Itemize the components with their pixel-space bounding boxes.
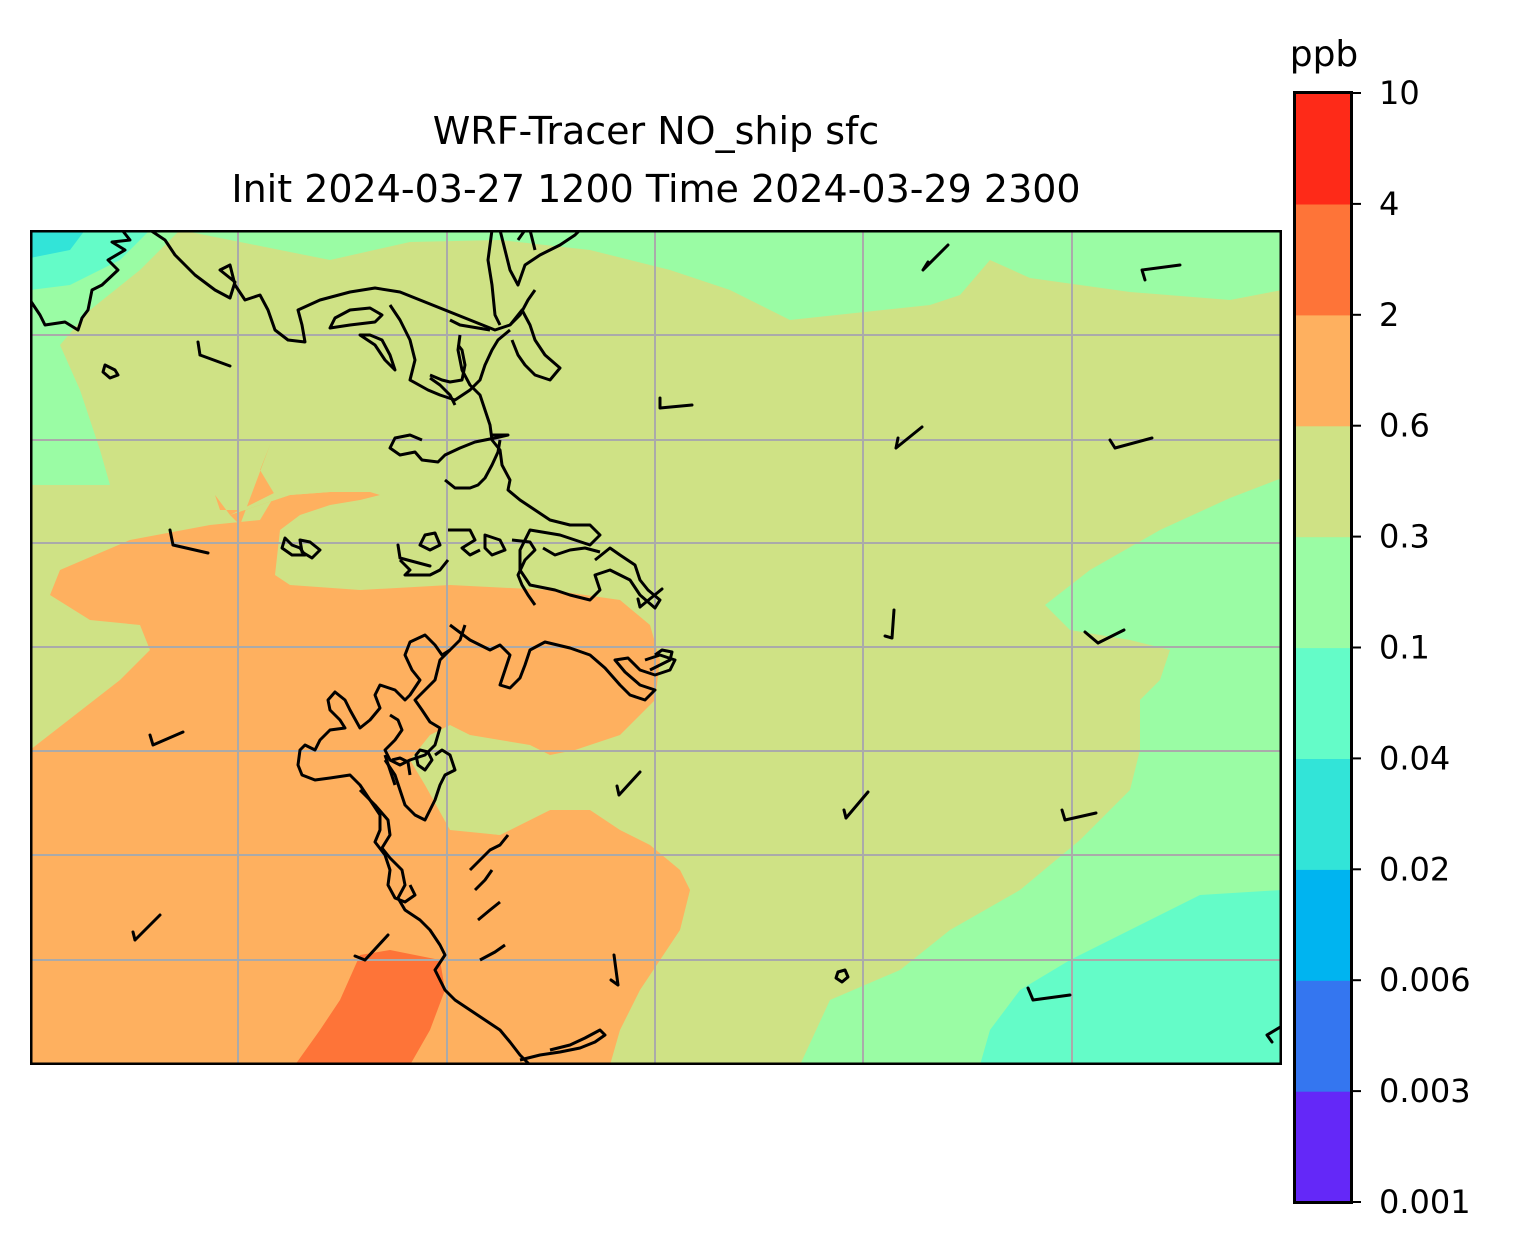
coastline-bay-4 — [542, 546, 601, 557]
coastline-island-small — [101, 363, 120, 380]
coastline-island-3 — [298, 538, 322, 560]
wind-barb — [615, 770, 642, 797]
coastline-islet-1 — [383, 754, 412, 786]
wind-barb — [609, 953, 620, 987]
wind-barb — [1060, 808, 1098, 822]
colorbar-tick-label: 0.001 — [1379, 1183, 1471, 1221]
wind-barb — [1140, 263, 1182, 282]
fill-level-0-1-0-3-north — [30, 230, 1282, 320]
colorbar-tick-label: 0.6 — [1379, 407, 1430, 445]
wind-barbs — [131, 243, 1282, 1044]
colorbar-block — [1295, 869, 1351, 981]
coastline-bay-1 — [418, 528, 481, 557]
colorbar: ppb 0.001 0.003 0.006 0.02 0.04 0.1 0.3 0.6 2 4 10 — [1290, 34, 1471, 1221]
colorbar-tick-label: 0.1 — [1379, 629, 1430, 667]
wind-barb — [196, 340, 232, 368]
coastline-south-channel — [296, 624, 467, 904]
coastline-northwest — [30, 230, 132, 332]
colorbar-block — [1295, 647, 1351, 759]
coastline-islet-2 — [414, 748, 434, 772]
map-frame — [30, 230, 1282, 1065]
coastline-inlet-2 — [444, 439, 502, 490]
colorbar-block — [1295, 93, 1351, 205]
wind-barb — [921, 243, 950, 272]
wind-barb — [353, 933, 390, 962]
coastline-estuary — [388, 304, 511, 402]
wind-barb — [894, 425, 924, 450]
fill-level-2-4-patch — [295, 950, 445, 1065]
colorbar-tick-label: 0.3 — [1379, 518, 1430, 556]
coastline-inner-1 — [328, 306, 384, 330]
colorbar-block — [1295, 314, 1351, 427]
colorbar-tick-label: 4 — [1379, 185, 1399, 223]
coastline-islet-3 — [834, 968, 850, 984]
map-title: WRF-Tracer NO_ship sfc — [432, 109, 880, 153]
coastline-river-mouth — [519, 1028, 607, 1062]
colorbar-tick-label: 0.003 — [1379, 1072, 1471, 1110]
fill-level-0-3-0-6-patch — [230, 485, 380, 515]
colorbar-ticks: 0.001 0.003 0.006 0.02 0.04 0.1 0.3 0.6 2 4 10 — [1351, 74, 1471, 1221]
colorbar-block — [1295, 536, 1351, 649]
coastline-south-east — [468, 834, 510, 962]
coastlines — [30, 230, 850, 1065]
wind-barb — [396, 543, 432, 568]
coastline-main-east — [508, 308, 562, 382]
colorbar-tick-label: 2 — [1379, 296, 1399, 334]
wind-barb — [148, 730, 185, 747]
coastline-south-inlet — [383, 648, 452, 767]
fill-level-0-04-0-1-southeast — [980, 890, 1282, 1065]
wind-barb — [131, 913, 162, 942]
coastline-river-north — [486, 230, 582, 326]
coastline-bay-3 — [511, 538, 537, 606]
coastline-inner-2 — [358, 333, 397, 372]
fill-level-lt-0-04-corner — [30, 230, 85, 258]
coastline-inlet-1 — [388, 433, 510, 464]
colorbar-block — [1295, 980, 1351, 1092]
wind-barb — [1108, 436, 1154, 450]
colorbar-tick-label: 0.006 — [1379, 961, 1471, 999]
wind-barb — [658, 396, 694, 410]
colorbar-block — [1295, 758, 1351, 870]
colorbar-tick-label: 0.02 — [1379, 850, 1450, 888]
wind-barb — [842, 790, 870, 820]
wind-barb — [1026, 986, 1072, 1002]
gridlines — [30, 230, 1282, 1065]
colorbar-block — [1295, 425, 1351, 538]
wind-barb — [168, 528, 210, 555]
coastline-bay-2 — [483, 533, 507, 557]
wind-barb — [636, 587, 664, 609]
map-subtitle: Init 2024-03-27 1200 Time 2024-03-29 230… — [231, 167, 1081, 211]
fill-level-0-3-0-6-inlet — [450, 765, 610, 835]
wind-barb — [883, 608, 896, 640]
coastline-south-inner — [383, 748, 457, 822]
coastline-southern-main — [449, 623, 677, 702]
colorbar-blocks — [1295, 93, 1351, 1203]
wind-barb — [1083, 628, 1126, 645]
coastline-south-main — [358, 788, 532, 1065]
colorbar-tick-label: 0.04 — [1379, 739, 1450, 777]
fill-level-0-1-0-3-west — [30, 230, 180, 485]
fill-level-0-6-2-plume — [30, 445, 690, 1065]
colorbar-block — [1295, 1091, 1351, 1203]
colorbar-block — [1295, 203, 1351, 316]
concentration-map — [30, 230, 1282, 1065]
coastline-peninsula — [398, 558, 450, 577]
coastline-northwest-2 — [149, 230, 537, 344]
colorbar-unit-label: ppb — [1290, 34, 1358, 75]
colorbar-tick-label: 10 — [1379, 74, 1420, 112]
